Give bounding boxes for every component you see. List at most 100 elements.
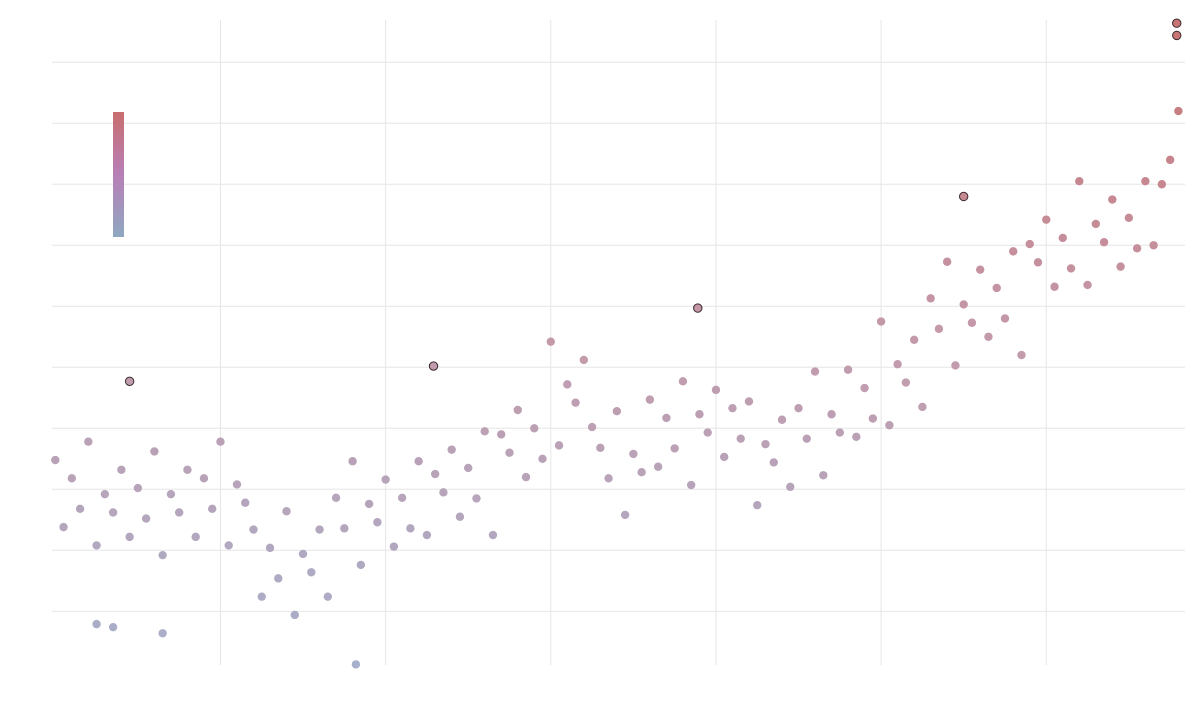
point bbox=[1058, 233, 1067, 243]
color-bar bbox=[113, 112, 124, 237]
point bbox=[720, 452, 729, 462]
point bbox=[430, 469, 440, 479]
point bbox=[447, 445, 456, 454]
point bbox=[84, 437, 93, 446]
point bbox=[1099, 238, 1109, 247]
point bbox=[1174, 106, 1183, 116]
point bbox=[1033, 258, 1043, 267]
point bbox=[75, 504, 85, 514]
point bbox=[645, 395, 655, 404]
point bbox=[191, 532, 200, 542]
point bbox=[843, 365, 853, 374]
point bbox=[117, 465, 126, 474]
point bbox=[992, 283, 1001, 293]
point bbox=[315, 525, 324, 534]
point bbox=[67, 474, 77, 483]
point bbox=[686, 480, 696, 490]
point bbox=[761, 439, 770, 449]
point bbox=[571, 398, 580, 407]
point bbox=[662, 413, 671, 423]
point bbox=[488, 530, 498, 540]
point bbox=[546, 337, 555, 346]
point bbox=[1172, 30, 1182, 41]
point bbox=[1075, 177, 1084, 186]
point bbox=[976, 265, 985, 274]
point bbox=[819, 471, 828, 480]
point bbox=[637, 468, 646, 477]
point bbox=[389, 542, 399, 551]
point bbox=[901, 378, 911, 387]
point bbox=[323, 592, 333, 601]
point bbox=[199, 474, 209, 483]
point bbox=[967, 318, 977, 327]
point bbox=[150, 447, 159, 456]
point bbox=[232, 480, 242, 489]
point bbox=[1000, 314, 1010, 323]
point bbox=[1165, 155, 1175, 165]
point bbox=[794, 403, 803, 413]
point bbox=[620, 510, 630, 520]
point bbox=[92, 541, 101, 550]
point bbox=[92, 619, 101, 629]
point bbox=[439, 488, 448, 497]
point bbox=[711, 385, 721, 395]
point bbox=[670, 444, 679, 453]
point bbox=[1091, 219, 1101, 229]
point bbox=[958, 191, 969, 202]
point bbox=[629, 449, 638, 459]
point bbox=[1025, 239, 1034, 249]
point bbox=[538, 454, 547, 463]
point bbox=[513, 405, 522, 415]
point bbox=[282, 507, 291, 516]
point bbox=[530, 424, 539, 433]
point bbox=[241, 498, 250, 507]
point bbox=[340, 524, 349, 533]
point bbox=[356, 560, 366, 570]
point bbox=[695, 410, 704, 419]
point bbox=[224, 541, 233, 550]
point bbox=[984, 332, 993, 341]
point bbox=[959, 300, 968, 309]
point bbox=[909, 335, 919, 345]
point bbox=[1116, 262, 1125, 271]
point bbox=[464, 463, 473, 473]
point bbox=[480, 427, 489, 436]
point bbox=[860, 383, 869, 393]
point bbox=[249, 525, 258, 534]
point bbox=[257, 592, 266, 601]
point bbox=[693, 303, 703, 313]
point bbox=[397, 493, 407, 503]
point bbox=[428, 361, 439, 371]
point bbox=[1172, 18, 1182, 28]
point bbox=[612, 407, 622, 416]
point bbox=[852, 432, 861, 442]
point bbox=[744, 397, 754, 406]
point bbox=[728, 403, 737, 413]
point bbox=[926, 294, 935, 303]
point bbox=[1009, 247, 1018, 256]
point bbox=[736, 434, 745, 443]
point bbox=[579, 355, 589, 365]
point bbox=[753, 500, 762, 510]
point bbox=[1157, 180, 1167, 189]
points bbox=[51, 18, 1183, 669]
point bbox=[265, 543, 275, 553]
point bbox=[934, 324, 944, 334]
point bbox=[827, 410, 836, 419]
point bbox=[587, 422, 597, 432]
point bbox=[1042, 215, 1051, 224]
point bbox=[653, 462, 663, 471]
point bbox=[1108, 195, 1117, 204]
point bbox=[951, 361, 960, 370]
point bbox=[918, 402, 927, 412]
grid bbox=[52, 20, 1185, 665]
point bbox=[703, 428, 712, 437]
point bbox=[505, 448, 514, 457]
point bbox=[942, 257, 952, 266]
point bbox=[414, 457, 423, 466]
point bbox=[769, 458, 778, 467]
point bbox=[786, 482, 795, 492]
point bbox=[373, 518, 382, 527]
point bbox=[331, 493, 341, 503]
